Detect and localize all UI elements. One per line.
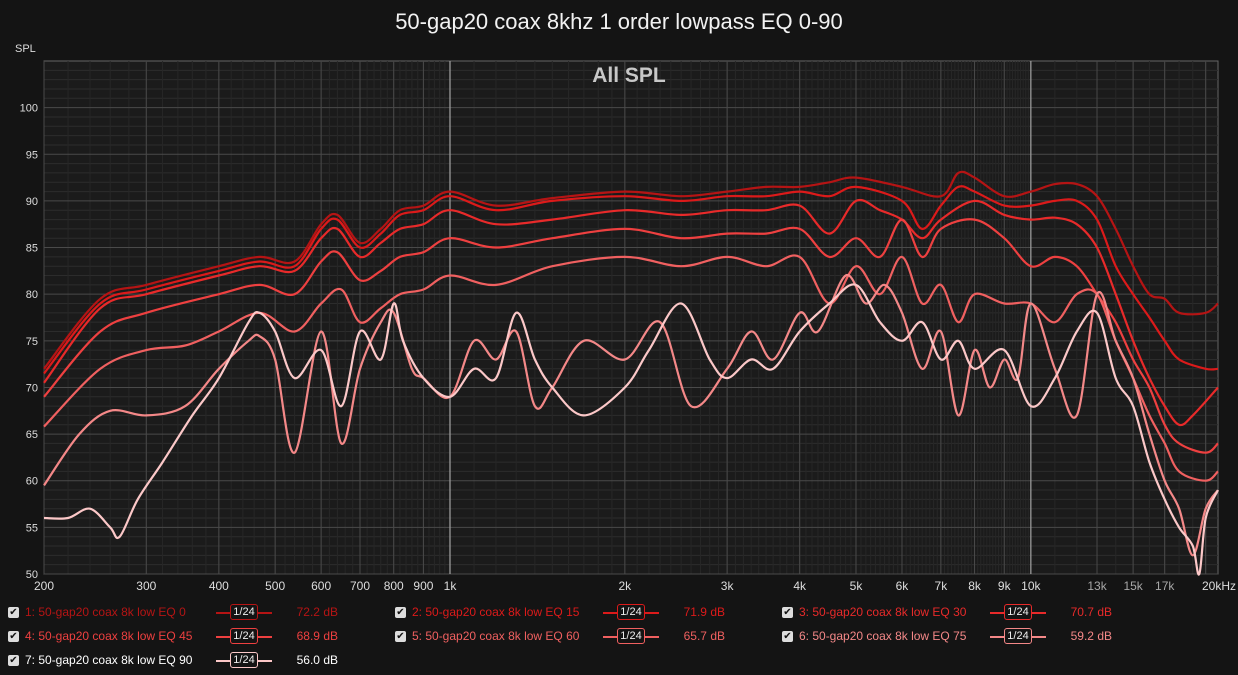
x-tick-labels: 200 300 400 500 600 700 800 900 1k 2k 3k 4k 5k 6k 7k 8k… (34, 579, 1236, 593)
series-line-4 (43, 218, 1219, 454)
y-tick-label: 60 (26, 476, 38, 488)
x-tick-label: 4k (793, 579, 807, 593)
series-line-5 (43, 254, 1219, 482)
grid-major (43, 61, 1218, 575)
x-tick-label: 300 (136, 579, 156, 593)
x-tick-label: 7k (935, 579, 949, 593)
legend-value: 56.0 dB (296, 653, 338, 667)
chart-plot: 50 55 60 65 70 75 80 85 90 95 100 200 300 400 500 600 7… (20, 60, 1236, 593)
legend-checkbox[interactable]: ✔ (8, 630, 19, 642)
x-tick-label: 10k (1021, 579, 1041, 593)
legend-value: 71.9 dB (683, 605, 725, 619)
legend-checkbox[interactable]: ✔ (8, 606, 19, 618)
x-tick-label: 400 (209, 579, 229, 593)
legend-smoothing-selector[interactable]: 1/24 (216, 627, 272, 645)
plot-area (43, 60, 1219, 575)
series-line-1 (43, 170, 1219, 370)
legend-series-name: 4: 50-gap20 coax 8k low EQ 45 (25, 629, 193, 643)
legend-value: 59.2 dB (1070, 629, 1112, 643)
legend-checkbox[interactable]: ✔ (395, 606, 406, 618)
x-tick-label: 13k (1087, 579, 1107, 593)
legend-checkbox[interactable]: ✔ (8, 654, 19, 666)
chart-title: 50-gap20 coax 8khz 1 order lowpass EQ 0-… (395, 9, 843, 34)
x-tick-label: 1k (444, 579, 458, 593)
x-tick-label: 200 (34, 579, 54, 593)
series-line-3 (43, 198, 1219, 427)
y-tick-label: 75 (26, 336, 38, 348)
y-tick-label: 95 (26, 149, 38, 161)
legend-value: 68.9 dB (296, 629, 338, 643)
x-tick-label: 700 (350, 579, 370, 593)
series-line-2 (43, 185, 1219, 375)
legend-item-3[interactable]: ✔ 3: 50-gap20 coax 8k low EQ 30 1/24 70.7 d… (782, 601, 1112, 623)
y-tick-label: 55 (26, 522, 38, 534)
x-tick-label: 600 (311, 579, 331, 593)
legend-smoothing-selector[interactable]: 1/24 (603, 627, 659, 645)
legend-series-name: 1: 50-gap20 coax 8k low EQ 0 (25, 605, 186, 619)
legend-value: 72.2 dB (296, 605, 338, 619)
y-tick-labels: 50 55 60 65 70 75 80 85 90 95 100 (20, 103, 38, 581)
legend: ✔ 1: 50-gap20 coax 8k low EQ 0 1/24 72.2 dB… (0, 600, 1238, 675)
legend-value: 65.7 dB (683, 629, 725, 643)
x-tick-label: 20kHz (1202, 579, 1236, 593)
x-tick-label: 9k (998, 579, 1012, 593)
legend-smoothing-selector[interactable]: 1/24 (216, 651, 272, 669)
legend-checkbox[interactable]: ✔ (782, 606, 793, 618)
legend-series-name: 5: 50-gap20 coax 8k low EQ 60 (412, 629, 580, 643)
legend-item-7[interactable]: ✔ 7: 50-gap20 coax 8k low EQ 90 1/24 56.0 d… (8, 649, 338, 671)
legend-smoothing-selector[interactable]: 1/24 (603, 603, 659, 621)
y-tick-label: 80 (26, 289, 38, 301)
legend-series-name: 6: 50-gap20 coax 8k low EQ 75 (799, 629, 967, 643)
y-tick-label: 90 (26, 196, 38, 208)
legend-series-name: 7: 50-gap20 coax 8k low EQ 90 (25, 653, 193, 667)
y-axis-label: SPL (15, 43, 36, 55)
legend-item-4[interactable]: ✔ 4: 50-gap20 coax 8k low EQ 45 1/24 68.9 d… (8, 625, 338, 647)
legend-item-2[interactable]: ✔ 2: 50-gap20 coax 8k low EQ 15 1/24 71.9 d… (395, 601, 725, 623)
legend-smoothing-selector[interactable]: 1/24 (990, 603, 1046, 621)
legend-checkbox[interactable]: ✔ (395, 630, 406, 642)
x-tick-label: 15k (1123, 579, 1143, 593)
series-line-6 (43, 274, 1219, 557)
x-tick-label: 900 (413, 579, 433, 593)
legend-item-1[interactable]: ✔ 1: 50-gap20 coax 8k low EQ 0 1/24 72.2 dB (8, 601, 338, 623)
legend-checkbox[interactable]: ✔ (782, 630, 793, 642)
y-tick-label: 50 (26, 569, 38, 581)
x-tick-label: 17k (1155, 579, 1175, 593)
x-tick-label: 5k (850, 579, 864, 593)
legend-series-name: 3: 50-gap20 coax 8k low EQ 30 (799, 605, 967, 619)
legend-value: 70.7 dB (1070, 605, 1112, 619)
x-tick-label: 6k (896, 579, 910, 593)
legend-item-5[interactable]: ✔ 5: 50-gap20 coax 8k low EQ 60 1/24 65.7 d… (395, 625, 725, 647)
y-tick-label: 70 (26, 382, 38, 394)
y-tick-label: 85 (26, 243, 38, 255)
y-tick-label: 65 (26, 429, 38, 441)
x-tick-label: 2k (619, 579, 633, 593)
legend-series-name: 2: 50-gap20 coax 8k low EQ 15 (412, 605, 580, 619)
legend-smoothing-selector[interactable]: 1/24 (216, 603, 272, 621)
x-tick-label: 3k (721, 579, 735, 593)
x-tick-label: 800 (384, 579, 404, 593)
y-tick-label: 100 (20, 103, 38, 115)
legend-smoothing-selector[interactable]: 1/24 (990, 627, 1046, 645)
series-lines (43, 170, 1220, 576)
chart-subtitle: All SPL (592, 64, 666, 87)
x-tick-label: 500 (265, 579, 285, 593)
x-tick-label: 8k (968, 579, 982, 593)
legend-item-6[interactable]: ✔ 6: 50-gap20 coax 8k low EQ 75 1/24 59.2 d… (782, 625, 1112, 647)
series-line-7 (43, 283, 1220, 576)
